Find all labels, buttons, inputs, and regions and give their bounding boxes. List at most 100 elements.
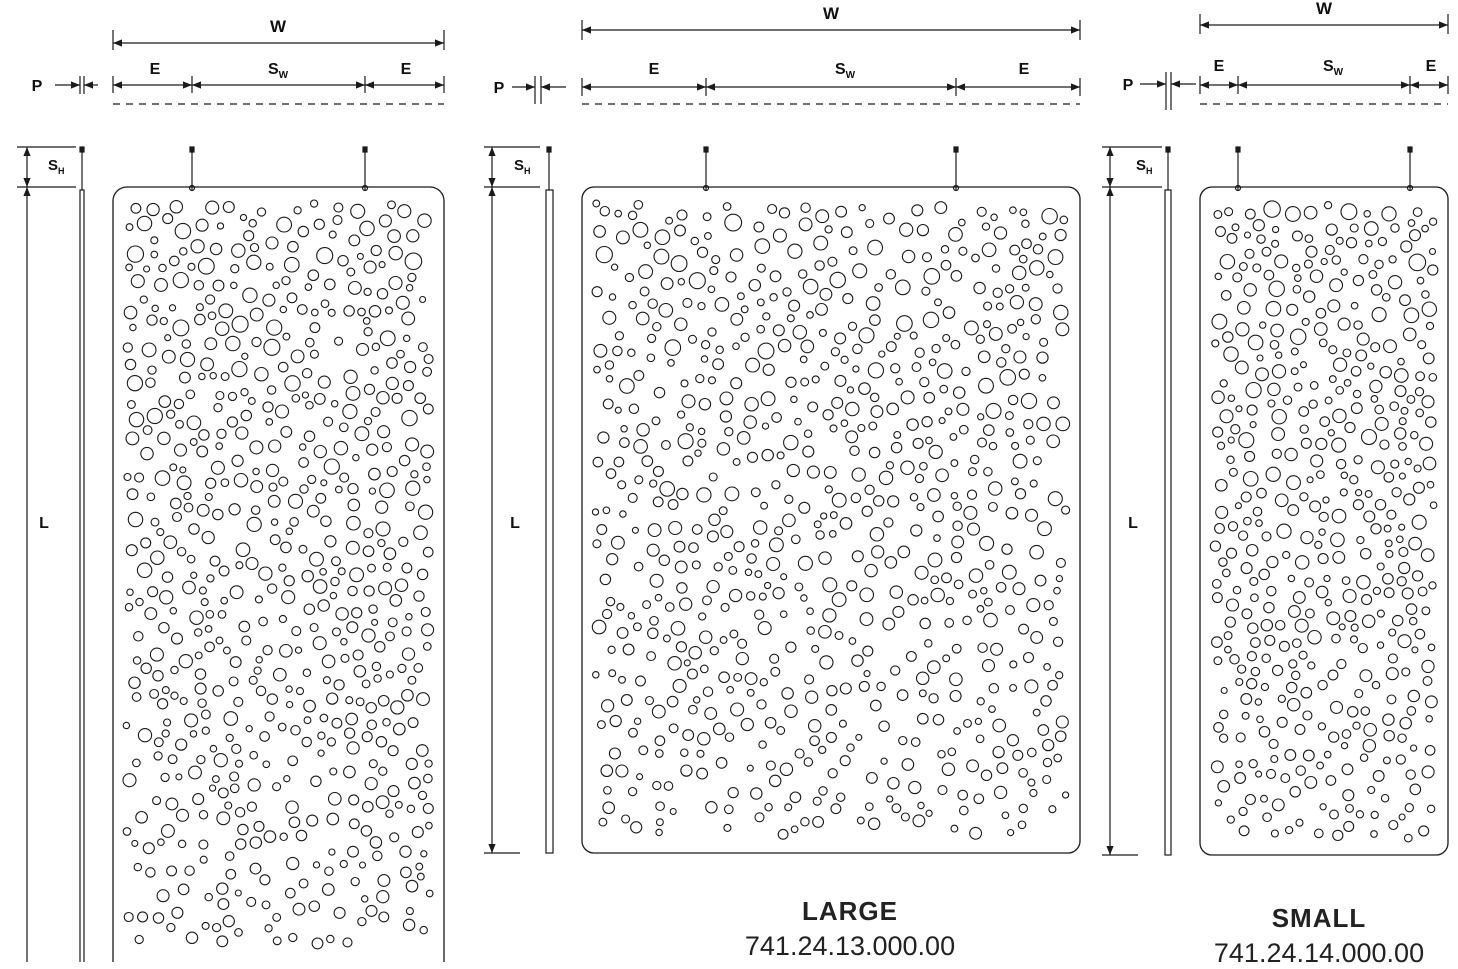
perforation-hole bbox=[617, 480, 627, 490]
perforation-hole bbox=[150, 550, 165, 565]
perforation-hole bbox=[324, 535, 337, 548]
perforation-hole bbox=[1054, 228, 1067, 242]
perforation-hole bbox=[225, 335, 241, 352]
perforation-hole bbox=[294, 646, 303, 654]
perforation-hole bbox=[652, 780, 662, 791]
perforation-hole bbox=[673, 540, 686, 553]
perforation-hole bbox=[1263, 200, 1281, 218]
perforation-hole bbox=[381, 441, 393, 453]
perforation-hole bbox=[218, 565, 230, 577]
perforation-hole bbox=[1223, 346, 1239, 362]
perforation-hole bbox=[746, 688, 755, 697]
perforation-hole bbox=[660, 277, 674, 291]
perforation-hole bbox=[125, 263, 133, 272]
perforation-hole bbox=[135, 597, 144, 607]
perforation-hole bbox=[802, 445, 815, 458]
perforation-hole bbox=[1005, 428, 1015, 437]
perforation-hole bbox=[378, 766, 388, 776]
perforation-hole bbox=[620, 425, 628, 433]
perforation-hole bbox=[1340, 203, 1358, 221]
perforation-hole bbox=[610, 263, 619, 271]
perforation-hole bbox=[350, 203, 366, 219]
perforation-hole bbox=[205, 477, 217, 489]
perforation-hole bbox=[786, 314, 795, 323]
perforation-hole bbox=[248, 219, 257, 228]
depth-label: P bbox=[494, 80, 505, 97]
perforation-hole bbox=[698, 612, 707, 621]
perforation-hole bbox=[783, 434, 799, 451]
perforation-hole bbox=[326, 812, 340, 826]
perforation-hole bbox=[736, 292, 745, 301]
perforation-hole bbox=[1260, 682, 1270, 692]
perforation-hole bbox=[1370, 460, 1385, 475]
perforation-hole bbox=[142, 425, 153, 436]
perforation-hole bbox=[700, 355, 709, 363]
perforation-hole bbox=[1393, 427, 1407, 440]
perforation-hole bbox=[1323, 201, 1333, 210]
perforation-hole bbox=[628, 727, 638, 738]
perforation-hole bbox=[150, 517, 160, 527]
perforation-hole bbox=[1376, 562, 1385, 571]
perforation-hole bbox=[976, 206, 987, 217]
perforation-hole bbox=[930, 575, 940, 585]
perforation-hole bbox=[298, 544, 308, 554]
perforation-hole bbox=[312, 579, 328, 594]
perforation-hole bbox=[150, 250, 159, 259]
perforation-hole bbox=[1340, 742, 1349, 750]
perforation-hole bbox=[349, 567, 365, 583]
perforation-hole bbox=[730, 377, 743, 390]
perforation-hole bbox=[874, 283, 883, 292]
perforation-hole bbox=[1004, 411, 1014, 421]
perforation-hole bbox=[266, 319, 283, 336]
perforation-hole bbox=[757, 342, 775, 360]
perforation-hole bbox=[404, 252, 423, 271]
perforation-hole bbox=[1020, 392, 1038, 410]
perforation-hole bbox=[329, 767, 338, 776]
perforation-hole bbox=[1287, 574, 1296, 583]
perforation-hole bbox=[281, 590, 296, 605]
perforation-hole bbox=[636, 773, 644, 781]
perforation-hole bbox=[762, 312, 771, 321]
perforation-hole bbox=[1317, 679, 1328, 691]
edge-label: E bbox=[401, 61, 412, 78]
perforation-hole bbox=[249, 836, 263, 849]
perforation-hole bbox=[122, 773, 137, 788]
perforation-hole bbox=[1211, 390, 1225, 405]
perforation-hole bbox=[1413, 464, 1422, 473]
perforation-hole bbox=[361, 800, 374, 813]
perforation-hole bbox=[259, 731, 270, 742]
perforation-hole bbox=[911, 362, 922, 373]
perforation-hole bbox=[262, 293, 276, 307]
edge-label: E bbox=[649, 61, 660, 78]
perforation-hole bbox=[697, 438, 707, 448]
perforation-hole bbox=[1369, 379, 1383, 394]
perforation-hole bbox=[1389, 401, 1400, 412]
panel-outline bbox=[112, 186, 445, 962]
perforation-hole bbox=[384, 306, 394, 315]
perforation-hole bbox=[216, 222, 225, 230]
perforation-hole bbox=[1289, 786, 1301, 798]
depth-dimension bbox=[55, 76, 98, 94]
perforation-hole bbox=[696, 487, 712, 503]
perforation-hole bbox=[200, 709, 211, 720]
perforation-hole bbox=[950, 270, 963, 282]
perforation-hole bbox=[176, 475, 192, 491]
perforation-hole bbox=[265, 418, 274, 426]
perforation-hole bbox=[196, 503, 210, 517]
perforation-hole bbox=[1238, 262, 1248, 271]
perforation-hole bbox=[967, 467, 978, 477]
perforation-hole bbox=[297, 225, 310, 238]
perforation-hole bbox=[1238, 432, 1255, 449]
perforation-hole bbox=[1214, 799, 1223, 807]
perforation-hole bbox=[376, 288, 389, 300]
perforation-hole bbox=[1211, 339, 1220, 348]
perforation-hole bbox=[1260, 794, 1268, 803]
perforation-hole bbox=[1061, 791, 1070, 799]
perforation-hole bbox=[259, 874, 271, 886]
perforation-hole bbox=[267, 494, 281, 508]
perforation-hole bbox=[250, 480, 264, 494]
perforation-hole bbox=[213, 403, 223, 413]
perforation-hole bbox=[1249, 576, 1259, 586]
perforation-hole bbox=[776, 451, 785, 460]
perforation-hole bbox=[288, 932, 298, 943]
